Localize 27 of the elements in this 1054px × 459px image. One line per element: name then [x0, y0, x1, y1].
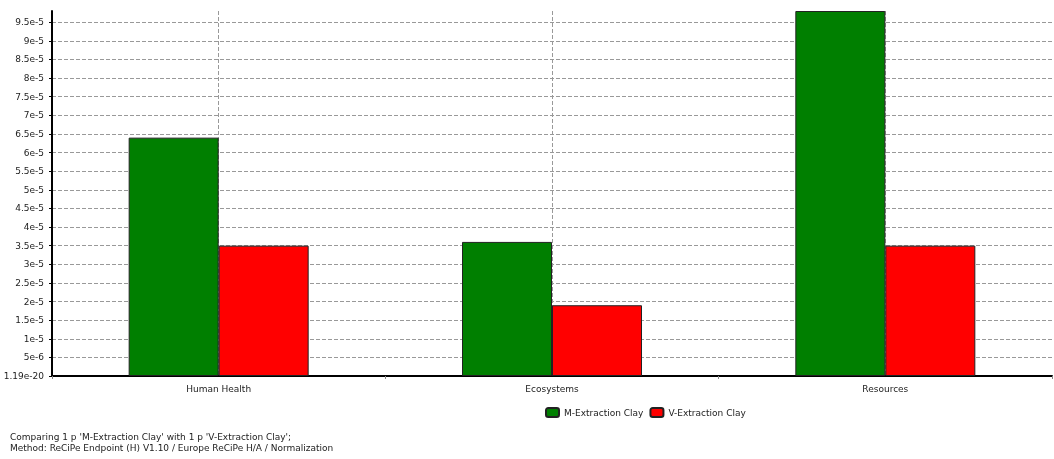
y-tick-label: 5.5e-5 — [15, 166, 44, 177]
y-tick-label: 5e-5 — [23, 184, 44, 195]
y-tick-label: 8.5e-5 — [15, 54, 44, 65]
y-tick-label: 7e-5 — [23, 110, 44, 121]
x-tick-label: Ecosystems — [525, 383, 579, 394]
y-tick-label: 6e-5 — [23, 147, 44, 158]
legend-label: M-Extraction Clay — [564, 407, 645, 418]
y-tick-label: 3.5e-5 — [15, 240, 44, 251]
y-tick-label: 4.5e-5 — [15, 203, 44, 214]
y-tick-label: 9.5e-5 — [15, 17, 44, 28]
y-tick-label: 3e-5 — [23, 259, 44, 270]
y-tick-label: 1.19e-20 — [3, 371, 45, 381]
legend-label: V-Extraction Clay — [668, 407, 747, 418]
x-tick-label: Human Health — [186, 383, 252, 394]
y-tick-label: 2.5e-5 — [15, 277, 44, 288]
y-tick-label: 1.5e-5 — [15, 315, 44, 326]
text: Method: ReCiPe Endpoint (H) V1.10 / Europe ReCiPe H/A / Normalization — [10, 442, 334, 453]
y-tick-label: 4e-5 — [23, 222, 44, 233]
y-tick-label: 5e-6 — [23, 352, 45, 363]
y-tick-label: 6.5e-5 — [15, 128, 44, 139]
x-tick-label: Resources — [862, 383, 909, 394]
y-tick-label: 7.5e-5 — [15, 91, 44, 102]
text: Comparing 1 p 'M-Extraction Clay' with 1 p 'V-Extraction Clay'; — [10, 431, 292, 442]
y-tick-label: 9e-5 — [23, 35, 44, 46]
y-tick-label: 1e-5 — [23, 333, 44, 344]
y-tick-label: 8e-5 — [23, 73, 44, 84]
y-tick-label: 2e-5 — [23, 296, 44, 307]
